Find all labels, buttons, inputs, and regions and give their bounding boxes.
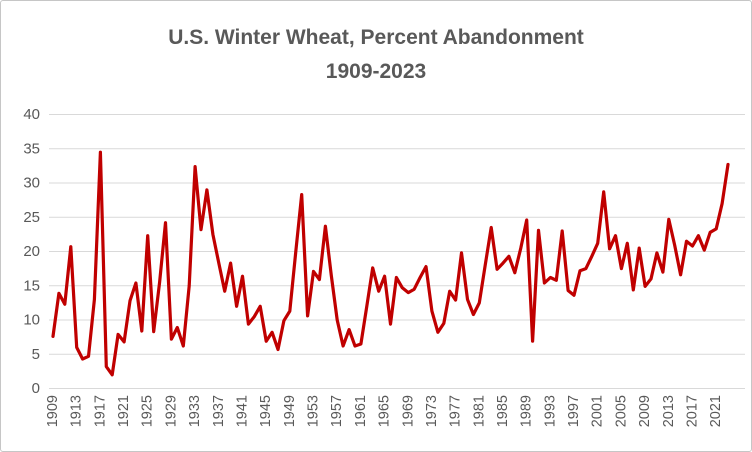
y-axis-tick-label: 15	[23, 277, 40, 294]
y-axis-tick-label: 40	[23, 106, 40, 123]
x-axis-tick-label: 1973	[424, 395, 440, 427]
x-axis-tick-label: 1977	[448, 395, 464, 427]
x-axis-tick-label: 1985	[495, 395, 511, 427]
y-axis-tick-label: 35	[23, 140, 40, 157]
x-axis-tick-label: 2005	[613, 395, 629, 427]
x-axis-tick-label: 1965	[377, 395, 393, 427]
x-axis-tick-label: 1913	[69, 395, 85, 427]
x-axis-tick-label: 2021	[708, 395, 724, 427]
x-axis-tick-label: 1929	[163, 395, 179, 427]
x-axis-tick-label: 1937	[211, 395, 227, 427]
x-axis-tick-label: 1949	[282, 395, 298, 427]
x-axis-tick-label: 1933	[187, 395, 203, 427]
y-axis-tick-label: 10	[23, 312, 40, 329]
x-axis-tick-label: 1961	[353, 395, 369, 427]
x-axis-tick-label: 1953	[306, 395, 322, 427]
x-axis-tick-label: 1941	[234, 395, 250, 427]
x-axis-tick-label: 1997	[566, 395, 582, 427]
x-axis-tick-label: 1917	[92, 395, 108, 427]
x-axis-tick-label: 1981	[471, 395, 487, 427]
x-axis-tick-label: 1909	[45, 395, 61, 427]
x-axis-tick-label: 1969	[400, 395, 416, 427]
y-axis-tick-label: 0	[32, 380, 40, 397]
y-axis-tick-label: 30	[23, 175, 40, 192]
x-axis-tick-label: 1945	[258, 395, 274, 427]
data-line-winter-wheat-abandonment	[51, 150, 730, 377]
x-axis-tick-label: 1957	[329, 395, 345, 427]
x-axis-tick-label: 1921	[116, 395, 132, 427]
y-axis-tick-label: 5	[32, 346, 40, 363]
x-axis-tick-label: 2013	[661, 395, 677, 427]
y-axis-tick-label: 20	[23, 243, 40, 260]
x-axis-tick-label: 2009	[637, 395, 653, 427]
x-axis-tick-label: 1989	[519, 395, 535, 427]
x-axis-tick-label: 2001	[590, 395, 606, 427]
x-axis-tick-label: 1925	[140, 395, 156, 427]
x-axis-tick-label: 2017	[684, 395, 700, 427]
y-axis-tick-label: 25	[23, 209, 40, 226]
x-axis-tick-label: 1993	[542, 395, 558, 427]
